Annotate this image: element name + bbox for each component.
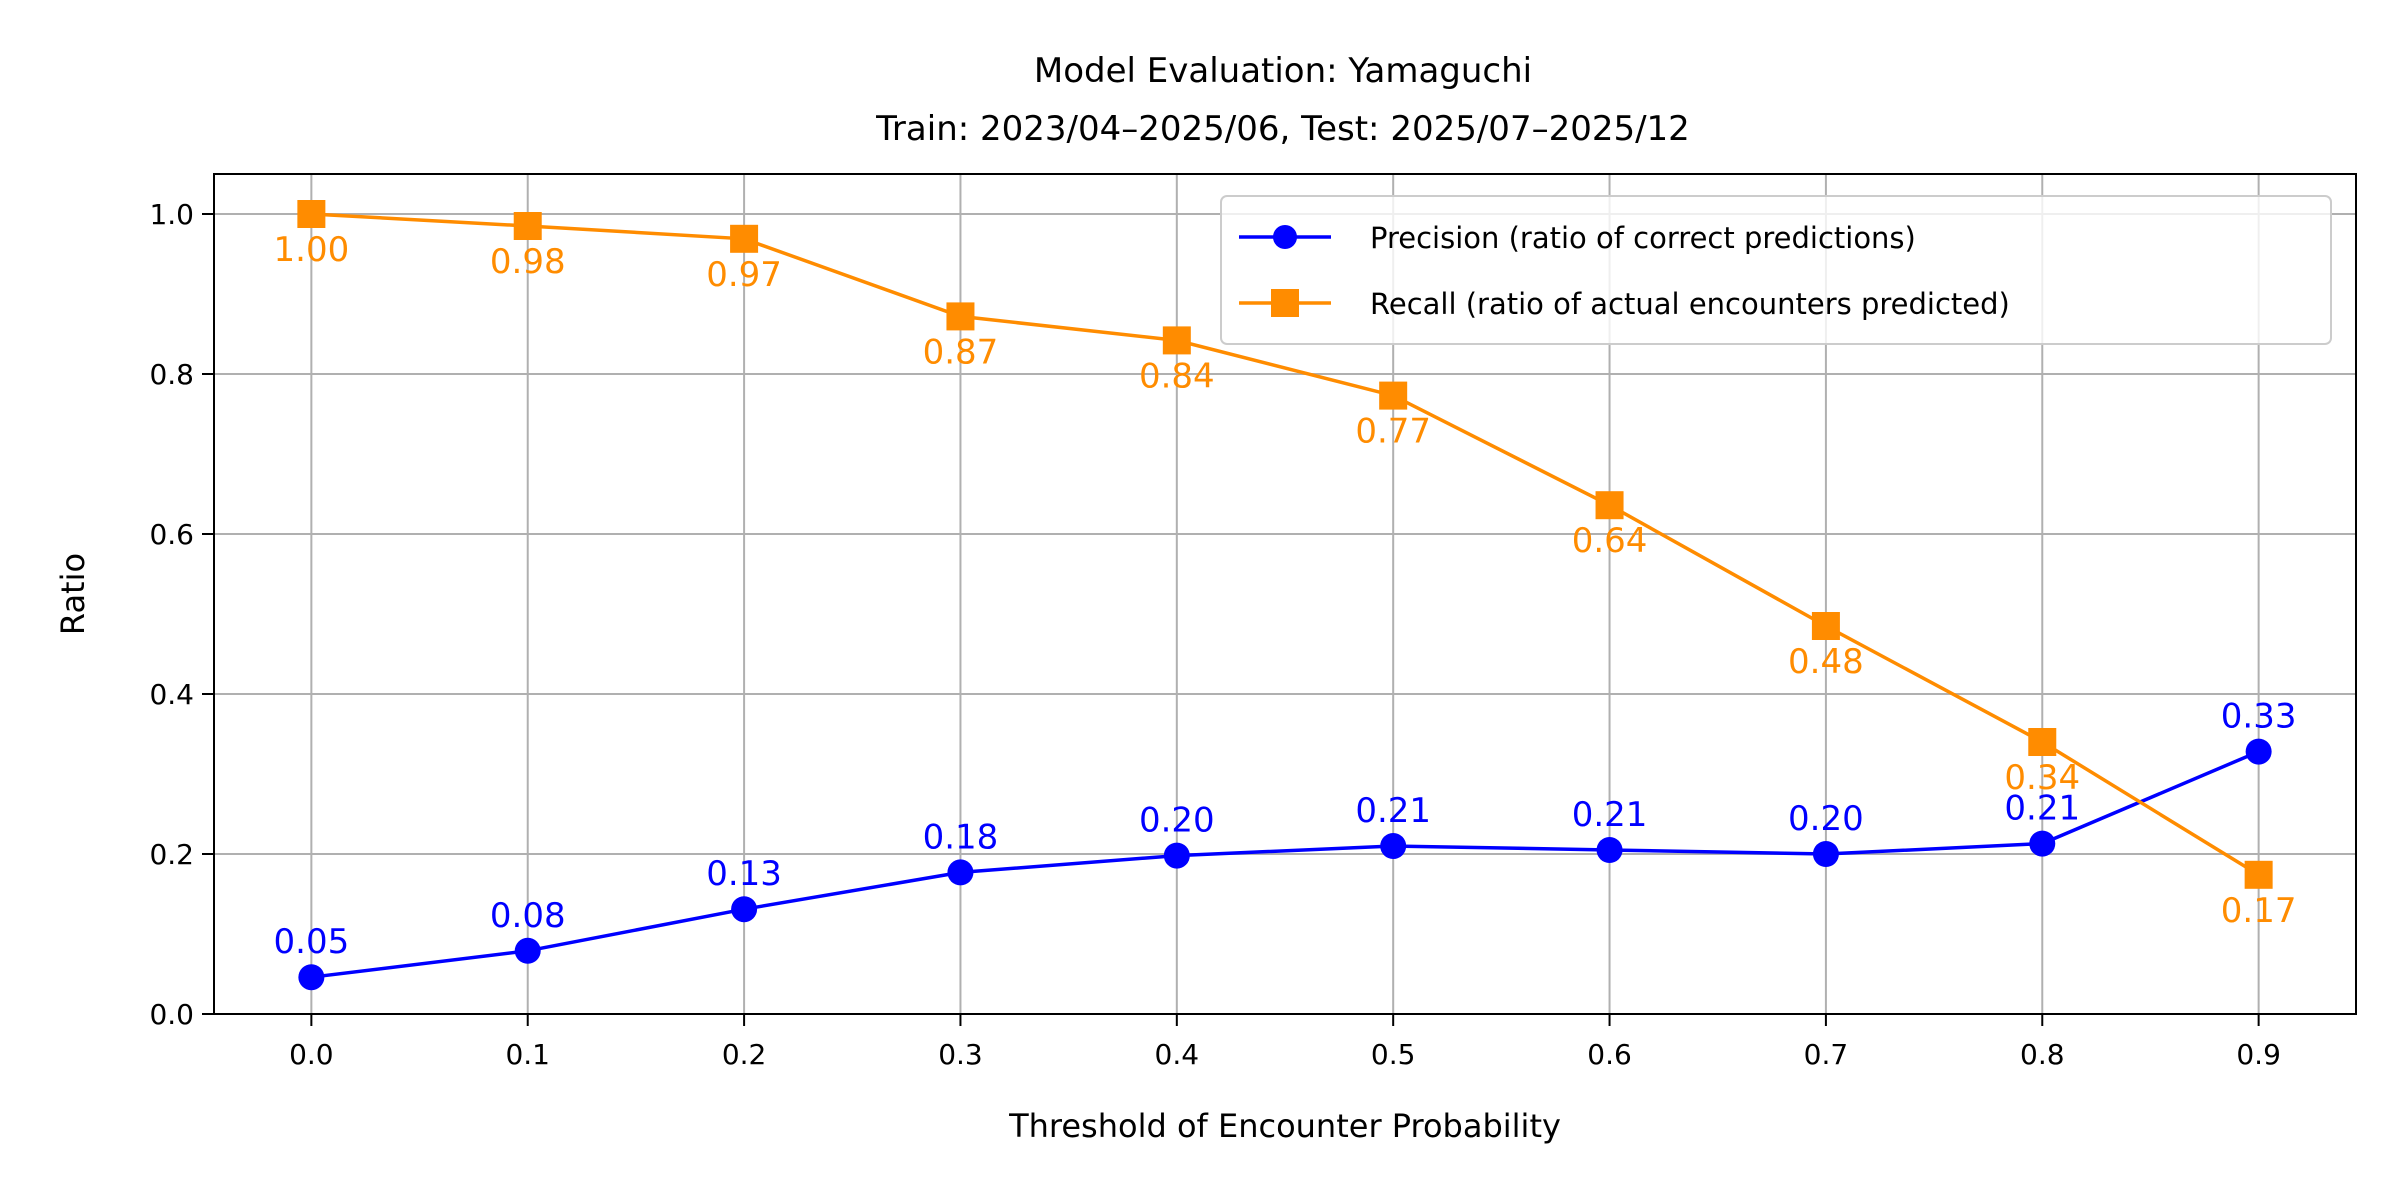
recall-data-label: 0.87 (923, 332, 999, 372)
recall-point (1379, 381, 1408, 410)
legend-marker-precision (1273, 225, 1297, 249)
precision-data-label: 0.20 (1139, 801, 1215, 841)
recall-point (513, 212, 542, 240)
recall-point (2244, 860, 2273, 889)
chart-title: Model Evaluation: Yamaguchi (1034, 51, 1532, 91)
recall-point (1811, 612, 1840, 640)
x-tick-label: 0.3 (938, 1038, 983, 1071)
ticks: 0.0 0.1 0.2 0.3 0.4 0.5 0.6 0.7 0.8 0.9 0.0 0.2 0.4 0… (149, 198, 2280, 1071)
chart-subtitle: Train: 2023/04–2025/06, Test: 2025/07–20… (875, 109, 1690, 149)
precision-data-label: 0.21 (1572, 795, 1648, 835)
y-tick-label: 0.2 (149, 838, 194, 871)
x-tick-label: 0.1 (505, 1038, 550, 1071)
recall-data-label: 0.64 (1572, 521, 1648, 561)
recall-point (730, 224, 759, 253)
y-tick-label: 0.8 (149, 358, 194, 391)
recall-point (2028, 728, 2057, 756)
recall-data-label: 0.84 (1139, 356, 1215, 396)
series-line-precision (311, 749, 2260, 979)
legend-label-precision: Precision (ratio of correct predictions) (1370, 221, 1916, 255)
x-tick-label: 0.6 (1587, 1038, 1632, 1071)
precision-point (947, 859, 974, 886)
recall-data-label: 0.97 (706, 255, 782, 295)
precision-point (731, 896, 758, 923)
precision-data-label: 0.21 (2004, 789, 2080, 829)
x-tick-label: 0.5 (1371, 1038, 1416, 1071)
x-tick-label: 0.4 (1155, 1038, 1200, 1071)
precision-point (1163, 842, 1190, 869)
x-tick-label: 0.7 (1804, 1038, 1849, 1071)
recall-data-label: 0.98 (490, 242, 566, 282)
precision-data-label: 0.20 (1788, 799, 1864, 839)
precision-data-label: 0.18 (923, 817, 999, 857)
y-tick-label: 0.0 (149, 998, 194, 1031)
x-axis-label: Threshold of Encounter Probability (1008, 1107, 1561, 1145)
recall-data-label: 0.77 (1355, 412, 1431, 452)
precision-point (1812, 841, 1839, 867)
precision-point (514, 937, 541, 964)
recall-data-label: 1.00 (274, 230, 350, 270)
precision-point (298, 964, 325, 991)
legend: Precision (ratio of correct predictions)… (1220, 195, 2332, 345)
precision-data-label: 0.05 (274, 922, 350, 962)
series-group: 0.05 0.08 0.13 0.18 0.20 0.21 0.21 0.20 0.21 0.33… (274, 200, 2297, 991)
x-tick-label: 0.0 (289, 1038, 334, 1071)
precision-point (1596, 837, 1623, 863)
precision-point (1380, 833, 1407, 859)
x-tick-label: 0.9 (2236, 1038, 2281, 1071)
recall-data-label: 0.48 (1788, 642, 1864, 682)
precision-data-label: 0.21 (1355, 791, 1431, 831)
precision-point (2245, 738, 2272, 765)
recall-data-label: 0.17 (2221, 891, 2297, 931)
series-line-recall (311, 212, 2260, 877)
precision-data-label: 0.08 (490, 896, 566, 936)
legend-box (1220, 195, 2332, 345)
y-tick-label: 0.4 (149, 678, 194, 711)
y-axis-label: Ratio (54, 553, 92, 635)
precision-point (2029, 830, 2056, 857)
legend-marker-recall (1271, 289, 1299, 317)
legend-label-recall: Recall (ratio of actual encounters predi… (1370, 287, 2010, 321)
precision-data-label: 0.33 (2221, 697, 2297, 737)
recall-point (1595, 491, 1624, 520)
recall-point (1162, 326, 1191, 355)
recall-point (297, 200, 326, 228)
plot-frame (213, 173, 2357, 1015)
y-tick-label: 1.0 (149, 198, 194, 231)
x-tick-label: 0.2 (722, 1038, 767, 1071)
recall-data-label: 0.34 (2004, 758, 2080, 798)
recall-point (946, 302, 975, 331)
x-tick-label: 0.8 (2020, 1038, 2065, 1071)
precision-data-label: 0.13 (706, 854, 782, 894)
y-tick-label: 0.6 (149, 518, 194, 551)
